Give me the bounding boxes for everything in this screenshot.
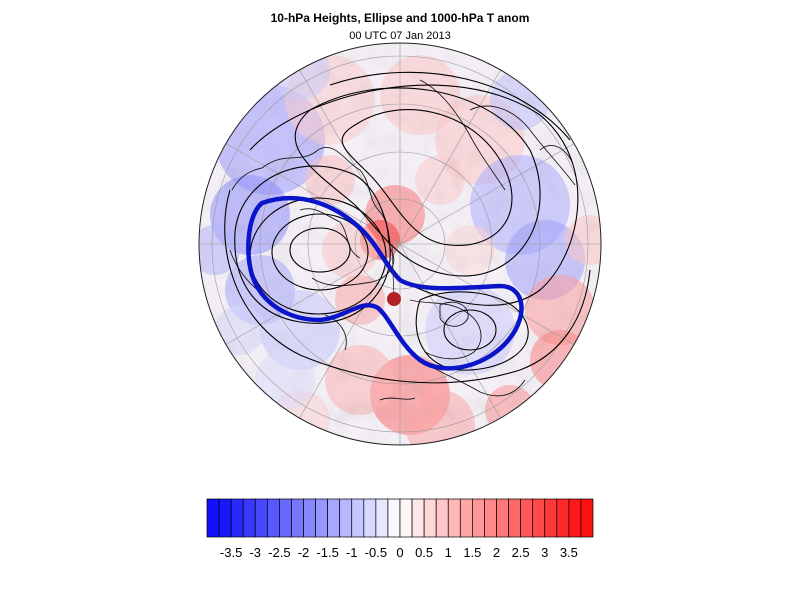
colorbar-swatch (423, 498, 437, 538)
colorbar-tick-label: 0 (396, 545, 403, 560)
colorbar-swatch (218, 498, 232, 538)
colorbar-tick-label: 2 (493, 545, 500, 560)
colorbar-swatch (230, 498, 244, 538)
colorbar-swatch (544, 498, 558, 538)
colorbar-tick-label: 1.5 (463, 545, 481, 560)
colorbar-swatch (556, 498, 570, 538)
colorbar-tick-label: 0.5 (415, 545, 433, 560)
colorbar-swatch (580, 498, 594, 538)
colorbar-swatch (327, 498, 341, 538)
colorbar-swatch (447, 498, 461, 538)
colorbar-tick-label: 3.5 (560, 545, 578, 560)
colorbar-tick-label: 2.5 (512, 545, 530, 560)
colorbar-tick-label: -3.5 (220, 545, 242, 560)
colorbar-swatch (303, 498, 316, 538)
colorbar-swatch (520, 498, 534, 538)
colorbar-swatch (508, 498, 521, 538)
colorbar-swatch (315, 498, 328, 538)
colorbar-swatch (472, 498, 485, 538)
colorbar-swatch (568, 498, 582, 538)
colorbar-swatch (399, 498, 413, 538)
colorbar-tick-label: -2 (298, 545, 310, 560)
colorbar-swatch (351, 498, 365, 538)
ellipse-centroid (387, 292, 401, 306)
colorbar-tick-label: -0.5 (365, 545, 387, 560)
colorbar-swatch (484, 498, 497, 538)
colorbar-swatch (375, 498, 389, 538)
colorbar-swatch (266, 498, 280, 538)
centroid-line (391, 243, 395, 300)
colorbar-swatch (279, 498, 292, 538)
colorbar-tick-label: 1 (445, 545, 452, 560)
chart-title: 10-hPa Heights, Ellipse and 1000-hPa T a… (270, 11, 530, 25)
colorbar-swatch (242, 498, 256, 538)
chart-subtitle: 00 UTC 07 Jan 2013 (349, 30, 451, 42)
colorbar-tick-label: -3 (249, 545, 261, 560)
map-border (198, 42, 602, 446)
vortex-ellipse (246, 195, 524, 371)
colorbar-swatch (254, 498, 268, 538)
colorbar-swatch (435, 498, 449, 538)
colorbar-tick-label: 3 (541, 545, 548, 560)
colorbar-tick-label: -1.5 (316, 545, 338, 560)
colorbar-tick-label: -1 (346, 545, 358, 560)
colorbar-swatch (291, 498, 304, 538)
colorbar-swatch (387, 498, 401, 538)
colorbar-tick-label: -2.5 (268, 545, 290, 560)
colorbar-swatch (206, 498, 220, 538)
colorbar-swatch (459, 498, 473, 538)
colorbar-swatch (339, 498, 353, 538)
temperature-anomaly-field (199, 43, 601, 445)
colorbar-swatch (363, 498, 377, 538)
colorbar-swatch (496, 498, 509, 538)
colorbar-swatch (411, 498, 425, 538)
colorbar-swatch (532, 498, 546, 538)
